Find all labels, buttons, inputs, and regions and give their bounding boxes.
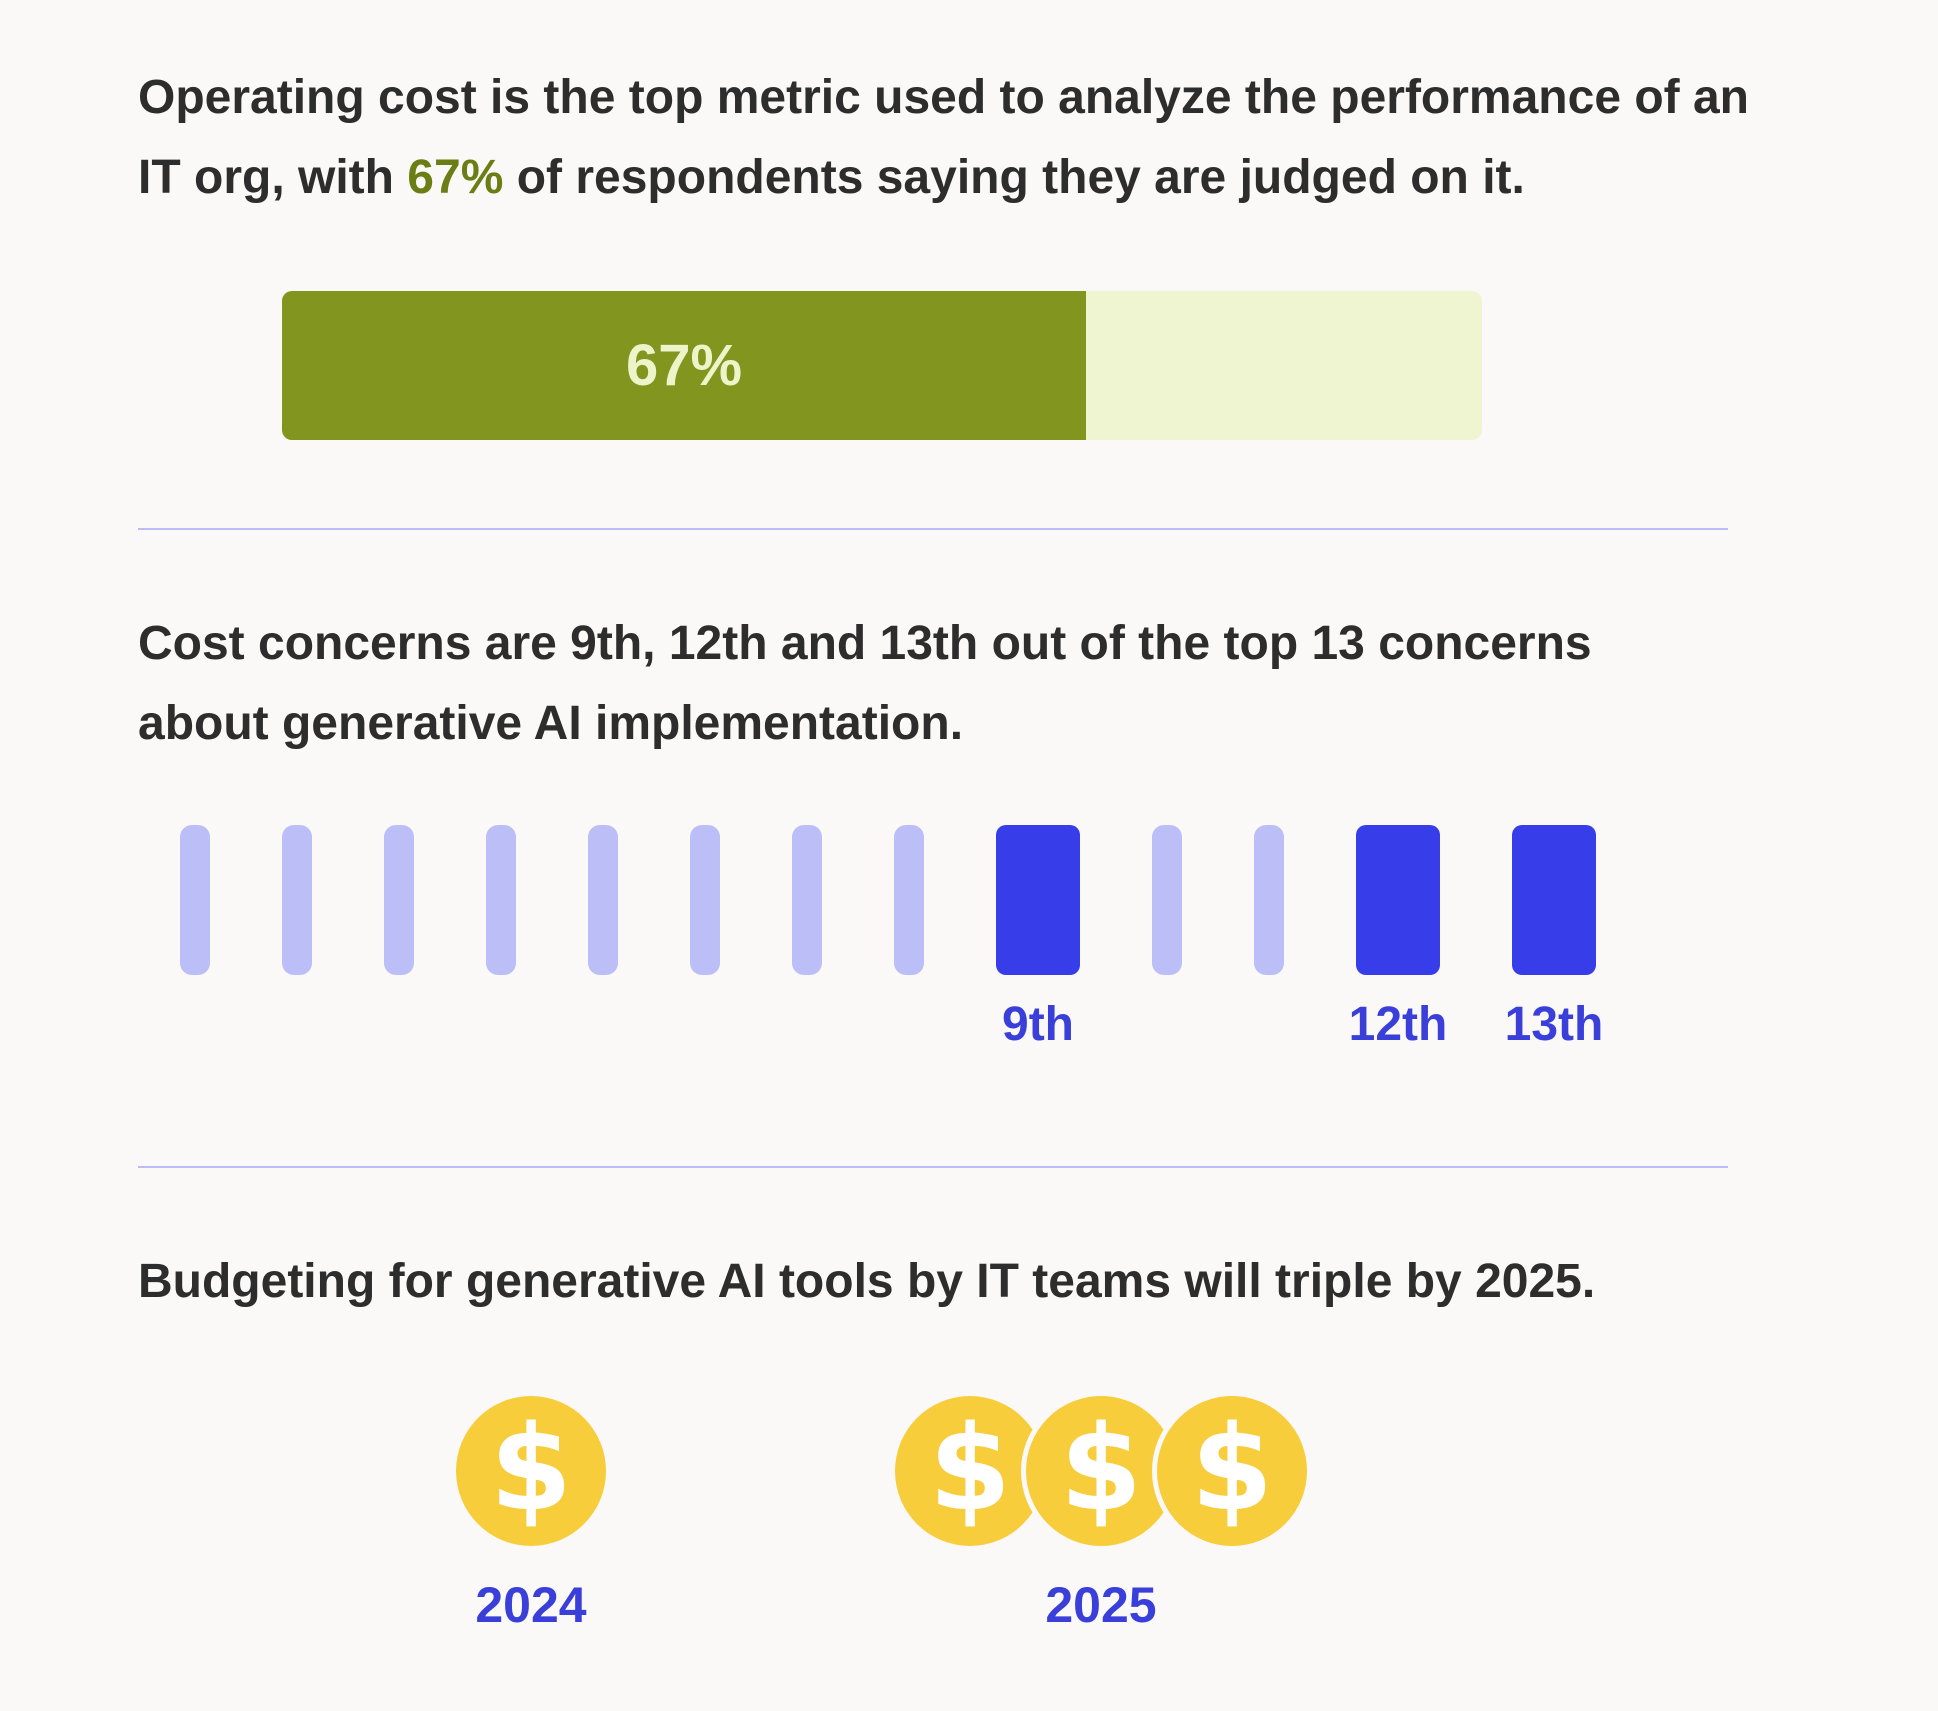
percent-bar-track: 67% [282, 291, 1482, 440]
concern-bar [690, 825, 720, 975]
concern-bar [588, 825, 618, 975]
percent-bar-label: 67% [625, 333, 743, 398]
year-label: 2024 [475, 1577, 587, 1633]
dollar-coin-icon: $ [456, 1396, 606, 1546]
concern-rank-label: 13th [1505, 998, 1604, 1051]
headline-text-start: Operating cost is the top metric used to… [138, 71, 1749, 204]
concern-bar [792, 825, 822, 975]
dollar-sign-glyph: $ [489, 1399, 573, 1537]
budget-headline: Budgeting for generative AI tools by IT … [138, 1255, 1596, 1308]
section-divider [138, 528, 1728, 530]
concern-bar [894, 825, 924, 975]
cost-concerns-headline: Cost concerns are 9th, 12th and 13th out… [138, 617, 1592, 750]
dollar-coin-icon: $ [1152, 1391, 1312, 1551]
concern-bar [1152, 825, 1182, 975]
concern-rank-label: 12th [1349, 998, 1448, 1051]
dollar-sign-glyph: $ [928, 1399, 1012, 1537]
section-divider [138, 1166, 1728, 1168]
dollar-sign-glyph: $ [1059, 1399, 1143, 1537]
concern-bar [384, 825, 414, 975]
concern-bar [1254, 825, 1284, 975]
concern-bar [282, 825, 312, 975]
concern-bar-highlighted [1512, 825, 1596, 975]
year-label: 2025 [1045, 1577, 1157, 1633]
concern-bar [180, 825, 210, 975]
concern-rank-chart: 9th 12th 13th [180, 825, 1604, 1051]
headline-text-end: of respondents saying they are judged on… [503, 151, 1525, 204]
cost-metric-headline: Operating cost is the top metric used to… [138, 58, 1758, 218]
percent-bar-fill: 67% [282, 291, 1086, 440]
concern-rank-label: 9th [1002, 998, 1074, 1051]
dollar-sign-glyph: $ [1190, 1399, 1274, 1537]
dollar-coin-icon: $ [895, 1396, 1045, 1546]
headline-highlight-percent: 67% [407, 151, 504, 204]
concern-bar-highlighted [1356, 825, 1440, 975]
concern-bar [486, 825, 516, 975]
concern-bar-highlighted [996, 825, 1080, 975]
